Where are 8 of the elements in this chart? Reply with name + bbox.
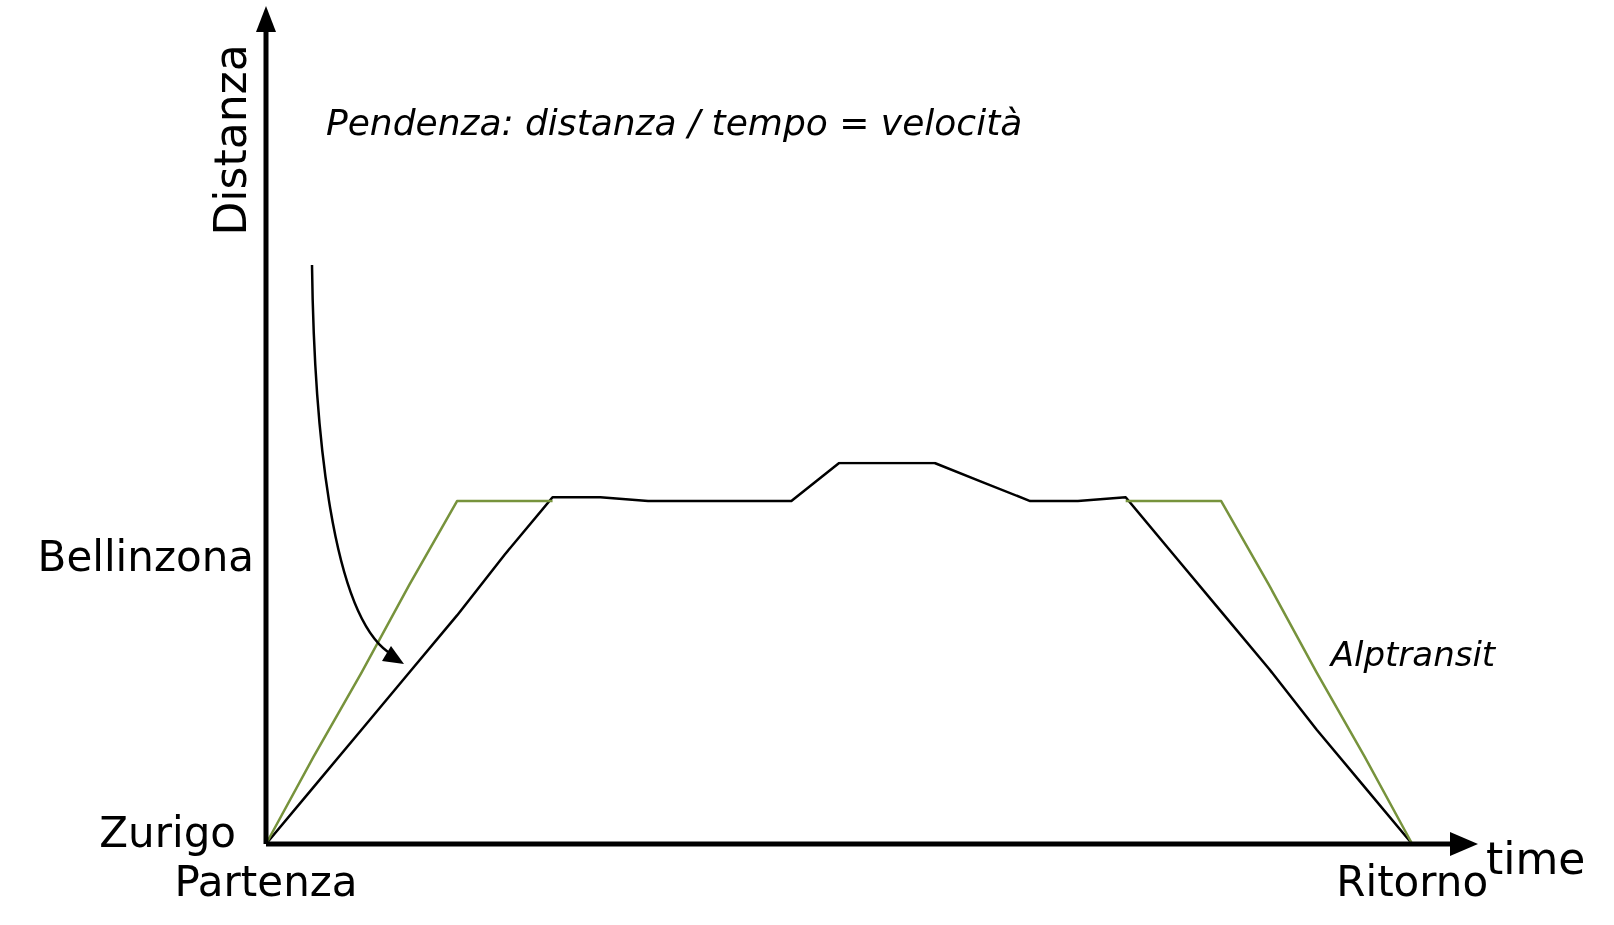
text: Zurigo [99,807,236,857]
text: Bellinzona [37,531,254,581]
x-axis-title: time [1486,832,1586,884]
text: Pendenza: distanza / tempo = velocità [326,101,1023,143]
x-tick-label: Partenza [174,856,358,906]
x-tick-label: Ritorno [1336,856,1489,906]
series-label: Alptransit [1328,633,1497,674]
text: Distanza [204,44,256,236]
